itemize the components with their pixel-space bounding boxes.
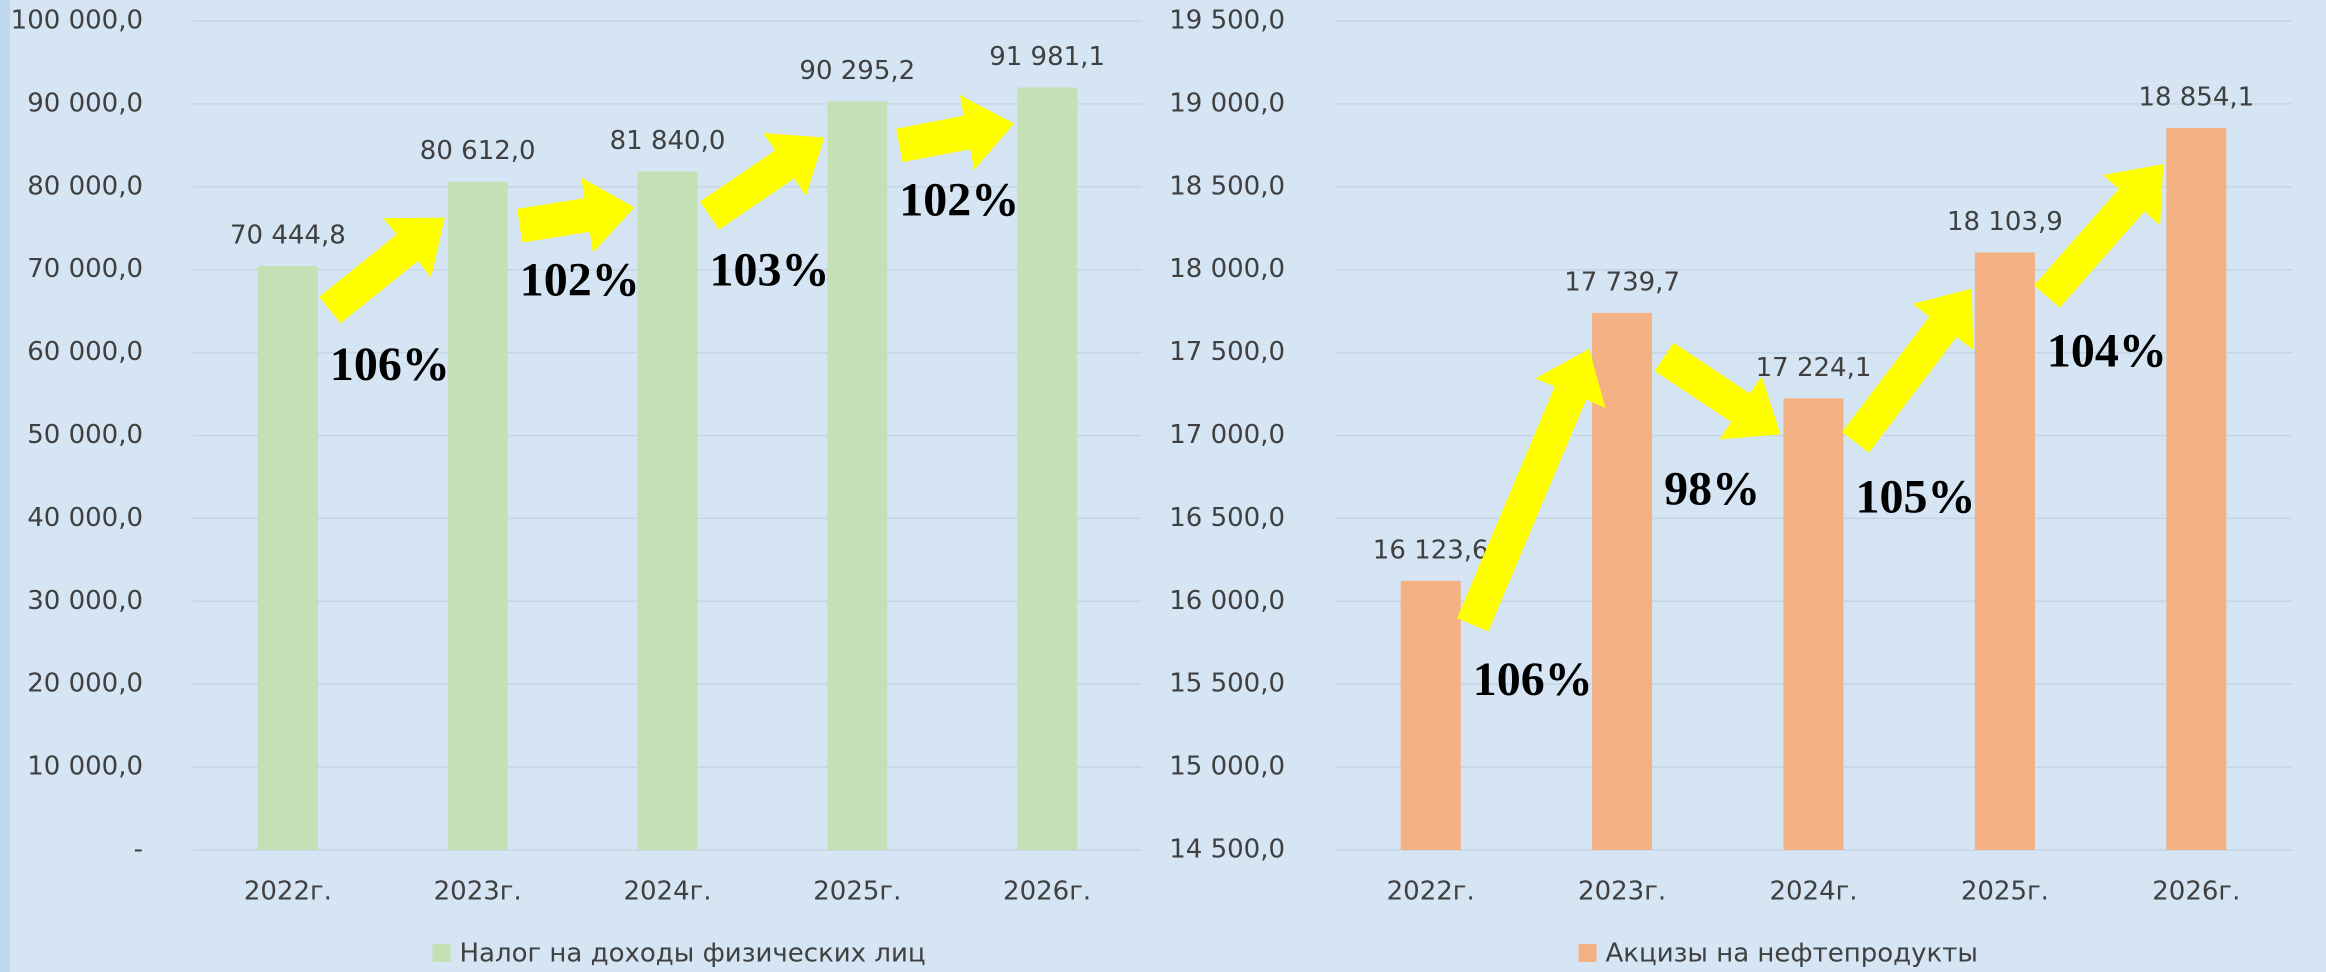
y-tick-label: 40 000,0 (27, 503, 143, 533)
x-tick-label: 2023г. (1578, 877, 1666, 907)
x-tick-label: 2025г. (1961, 877, 2049, 907)
value-label: 70 444,8 (230, 221, 346, 251)
y-tick-label: 14 500,0 (1169, 835, 1285, 865)
y-tick-label: 60 000,0 (27, 337, 143, 367)
legend-swatch (1578, 944, 1597, 962)
y-tick-label: 10 000,0 (27, 752, 143, 782)
y-tick-label: 100 000,0 (11, 6, 143, 36)
arrow (1841, 288, 1974, 453)
growth-label: 106% (1473, 653, 1593, 706)
y-tick-label: 19 500,0 (1169, 6, 1285, 36)
bar (2166, 128, 2227, 851)
value-label: 18 103,9 (1947, 207, 2063, 237)
y-tick-label: 70 000,0 (27, 254, 143, 284)
growth-label: 102% (899, 173, 1019, 226)
y-tick-label: 80 000,0 (27, 171, 143, 201)
y-tick-label: - (134, 835, 143, 865)
x-tick-label: 2022г. (244, 877, 332, 907)
value-label: 17 224,1 (1756, 353, 1872, 383)
legend-label: Налог на доходы физических лиц (460, 939, 926, 969)
y-tick-label: 18 500,0 (1169, 171, 1285, 201)
y-tick-label: 15 000,0 (1169, 752, 1285, 782)
legend-swatch (432, 944, 451, 962)
y-tick-label: 18 000,0 (1169, 254, 1285, 284)
x-tick-label: 2026г. (2152, 877, 2240, 907)
value-label: 80 612,0 (420, 136, 536, 166)
x-tick-label: 2025г. (813, 877, 901, 907)
value-label: 91 981,1 (989, 42, 1105, 72)
edge (0, 0, 10, 972)
y-tick-label: 17 500,0 (1169, 337, 1285, 367)
y-tick-label: 17 000,0 (1169, 420, 1285, 450)
bar (637, 171, 698, 851)
x-tick-label: 2024г. (623, 877, 711, 907)
bar (1017, 87, 1078, 850)
value-label: 16 123,6 (1373, 535, 1489, 565)
bar (257, 266, 318, 851)
value-label: 81 840,0 (610, 126, 726, 156)
arrow (1457, 348, 1606, 632)
bar (447, 181, 508, 851)
y-tick-label: 19 000,0 (1169, 88, 1285, 118)
y-tick-label: 20 000,0 (27, 669, 143, 699)
growth-label: 105% (1856, 470, 1976, 523)
bar (827, 101, 888, 851)
arrow (2034, 164, 2164, 308)
value-label: 90 295,2 (799, 56, 915, 86)
arrow (1654, 342, 1781, 440)
bar (1974, 252, 2035, 850)
arrow (699, 133, 825, 230)
x-tick-label: 2026г. (1003, 877, 1091, 907)
growth-label: 103% (710, 244, 830, 297)
x-tick-label: 2023г. (434, 877, 522, 907)
x-tick-label: 2022г. (1387, 877, 1475, 907)
y-tick-label: 16 000,0 (1169, 586, 1285, 616)
growth-label: 104% (2047, 324, 2167, 377)
bar (1783, 398, 1844, 850)
x-tick-label: 2024г. (1769, 877, 1857, 907)
arrow (896, 95, 1015, 170)
y-tick-label: 90 000,0 (27, 88, 143, 118)
value-label: 17 739,7 (1564, 267, 1680, 297)
legend-label: Акцизы на нефтепродукты (1606, 939, 1978, 969)
growth-label: 98% (1664, 462, 1760, 515)
y-tick-label: 30 000,0 (27, 586, 143, 616)
y-tick-label: 15 500,0 (1169, 669, 1285, 699)
y-tick-label: 16 500,0 (1169, 503, 1285, 533)
arrow (517, 177, 635, 253)
value-label: 18 854,1 (2138, 83, 2254, 113)
growth-label: 102% (520, 254, 640, 307)
y-tick-label: 50 000,0 (27, 420, 143, 450)
growth-label: 106% (330, 338, 450, 391)
arrow (319, 217, 445, 324)
bar (1400, 580, 1461, 850)
